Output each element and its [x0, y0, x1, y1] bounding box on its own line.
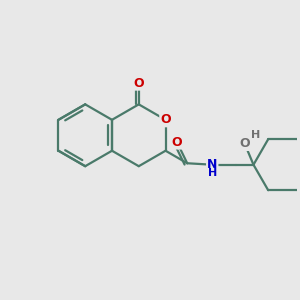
Text: H: H: [208, 168, 217, 178]
Text: O: O: [134, 77, 144, 90]
Text: O: O: [239, 137, 250, 150]
Text: N: N: [207, 158, 217, 171]
Text: O: O: [172, 136, 182, 148]
Text: O: O: [160, 113, 171, 126]
Text: H: H: [251, 130, 260, 140]
